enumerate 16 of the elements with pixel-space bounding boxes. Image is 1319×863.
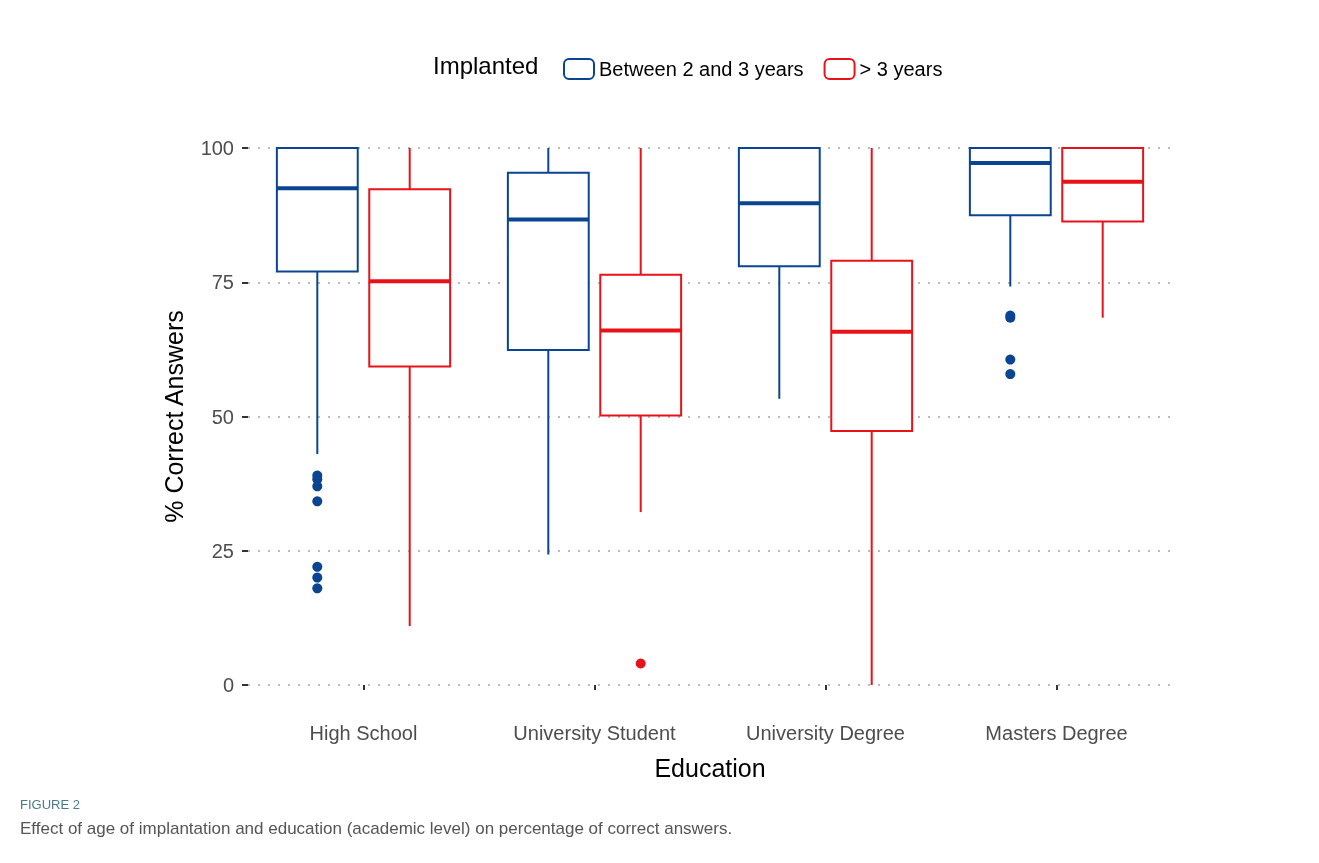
caption: FIGURE 2 [20, 797, 80, 812]
y-tick-label: 50 [211, 405, 234, 428]
y-tick-label: 0 [222, 674, 234, 696]
legend-label: > 3 years [859, 58, 943, 80]
x-tick-label: Masters Degree [985, 722, 1128, 744]
y-tick-label: 25 [211, 539, 234, 562]
x-tick-label: University Student [513, 722, 677, 744]
text: Effect of age of implantation and education (academic level) on percentage of correct answers. [20, 819, 733, 838]
x-axis-title: Education [654, 753, 766, 782]
legend-title: Implanted [433, 51, 539, 79]
x-tick-label: University Degree [746, 722, 905, 744]
x-tick-label: High School [309, 722, 418, 744]
y-tick-label: 100 [200, 137, 234, 159]
y-tick-label: 75 [211, 271, 234, 294]
legend-label: Between 2 and 3 years [599, 58, 804, 80]
y-axis-title: % Correct Answers [159, 310, 188, 523]
